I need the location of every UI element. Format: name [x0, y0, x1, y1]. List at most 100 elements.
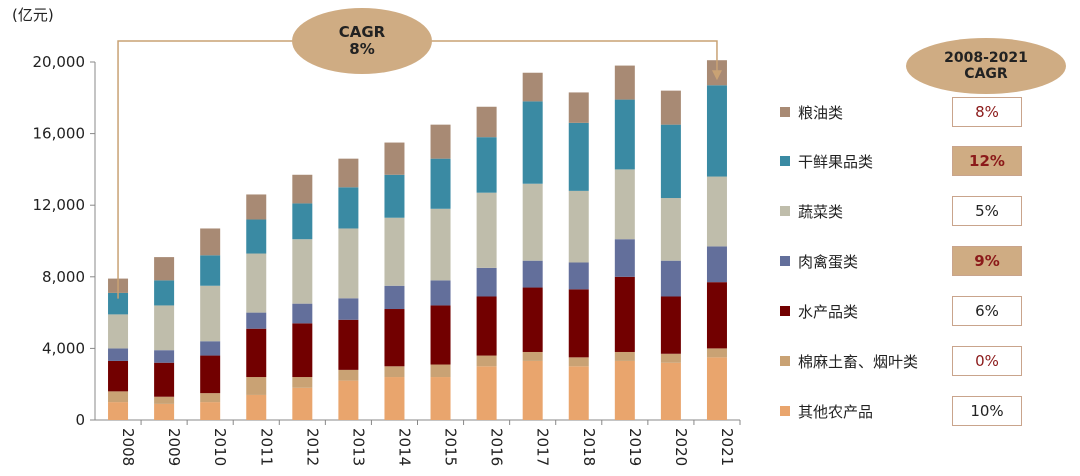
x-tick-label: 2012 [303, 428, 321, 466]
bar-segment [384, 285, 405, 310]
bar-segment [154, 305, 175, 351]
legend-label: 水产品类 [798, 302, 859, 321]
bar-segment [660, 296, 681, 354]
x-tick-label: 2011 [257, 428, 275, 466]
legend-swatch [780, 256, 790, 266]
x-tick-label: 2021 [718, 428, 736, 466]
unit-label: (亿元) [12, 6, 54, 24]
legend-item: 粮油类 [780, 102, 843, 122]
bar-segment [522, 101, 543, 184]
bar-segment [568, 289, 589, 358]
bar-segment [660, 353, 681, 363]
bar-segment [200, 285, 221, 342]
bar-segment [476, 267, 497, 297]
bar-segment [430, 158, 451, 209]
legend-swatch [780, 306, 790, 316]
bar-segment [430, 280, 451, 306]
bar-segment [476, 296, 497, 356]
cagr-value-box: 0% [952, 346, 1022, 376]
cagr-header-line1: 2008-2021 [944, 49, 1028, 66]
bar-segment [614, 276, 635, 352]
legend-item: 肉禽蛋类 [780, 251, 858, 271]
bar-segment [476, 355, 497, 367]
bar-segment [568, 92, 589, 123]
cagr-value-box: 12% [952, 146, 1022, 176]
bar-segment [108, 348, 129, 361]
legend-label: 肉禽蛋类 [798, 252, 859, 271]
x-tick-label: 2016 [488, 428, 506, 466]
bar-segment [108, 292, 129, 315]
bar-segment [706, 176, 727, 247]
bar-segment [200, 228, 221, 256]
bar-segment [660, 124, 681, 199]
bar-segment [476, 137, 497, 193]
bar-segment [660, 198, 681, 261]
x-tick-label: 2014 [395, 428, 413, 466]
legend-label: 棉麻土畜、烟叶类 [798, 352, 919, 371]
bar-segment [246, 253, 267, 313]
bar-segment [522, 287, 543, 352]
bar-segment [614, 360, 635, 420]
bar-segment [200, 393, 221, 403]
bar-segment [430, 305, 451, 365]
y-tick-label: 0 [75, 411, 85, 429]
x-tick-label: 2009 [165, 428, 183, 466]
bar-segment [706, 85, 727, 177]
bar-segment [614, 99, 635, 170]
bar-segment [108, 391, 129, 403]
bar-segment [660, 260, 681, 297]
y-tick-label: 20,000 [33, 53, 86, 71]
bar-segment [568, 122, 589, 191]
overall-cagr-title: CAGR [338, 22, 386, 41]
bar-segment [246, 377, 267, 395]
legend-label: 其他农产品 [798, 402, 874, 421]
bar-segment [706, 246, 727, 283]
bar-segment [384, 366, 405, 378]
bar-segment [522, 260, 543, 288]
x-tick-label: 2020 [672, 428, 690, 466]
x-tick-label: 2013 [349, 428, 367, 466]
bar-segment [614, 65, 635, 100]
bar-segment [292, 203, 313, 240]
bar-segment [522, 351, 543, 361]
bar-segment [476, 366, 497, 420]
bar-segment [292, 387, 313, 420]
x-tick-label: 2010 [211, 428, 229, 466]
cagr-header-oval: 2008-2021 CAGR [906, 38, 1066, 94]
bar-segment [476, 106, 497, 138]
bar-segment [246, 219, 267, 254]
legend-item: 其他农产品 [780, 401, 873, 421]
bar-segment [200, 341, 221, 356]
cagr-value-box: 10% [952, 396, 1022, 426]
bar-segment [568, 190, 589, 263]
legend-swatch [780, 356, 790, 366]
bar-segment [522, 72, 543, 102]
x-tick-label: 2019 [626, 428, 644, 466]
overall-cagr-value: 8% [349, 40, 375, 58]
bar-segment [338, 158, 359, 188]
bar-segment [154, 396, 175, 404]
legend-item: 水产品类 [780, 301, 858, 321]
bar-segment [246, 194, 267, 220]
bar-segment [338, 319, 359, 370]
bar-segment [430, 208, 451, 281]
overall-cagr-oval: CAGR 8% [292, 8, 432, 74]
bar-segment [384, 174, 405, 218]
bar-segment [384, 377, 405, 420]
bar-segment [384, 309, 405, 367]
legend-item: 棉麻土畜、烟叶类 [780, 351, 918, 371]
bar-segment [568, 366, 589, 420]
bar-segment [614, 351, 635, 361]
bar-segment [338, 187, 359, 229]
bar-segment [338, 228, 359, 299]
bar-segment [706, 348, 727, 358]
y-tick-label: 16,000 [33, 125, 86, 143]
bar-segment [430, 124, 451, 159]
bar-segment [154, 403, 175, 420]
bar-segment [338, 369, 359, 381]
y-tick-label: 12,000 [33, 196, 86, 214]
bar-segment [108, 314, 129, 349]
legend-label: 干鲜果品类 [798, 152, 874, 171]
cagr-header-line2: CAGR [964, 66, 1008, 82]
